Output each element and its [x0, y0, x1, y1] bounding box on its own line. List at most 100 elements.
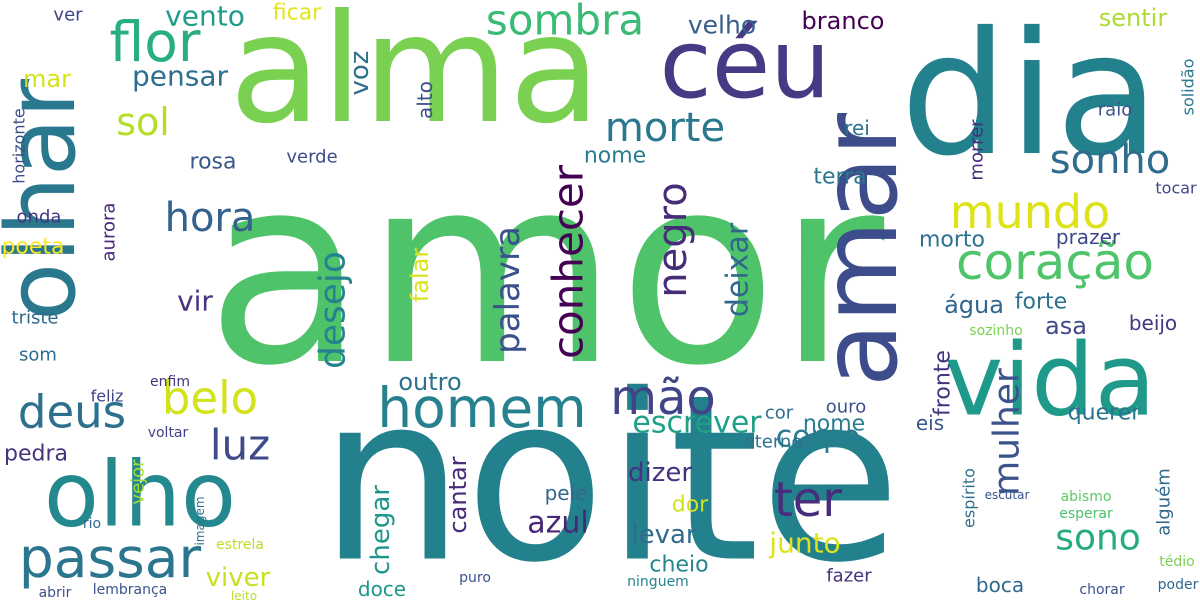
word-rei: rei — [844, 116, 870, 140]
word-verde: verde — [286, 147, 337, 168]
word-imagem: imagem — [193, 496, 207, 545]
word-nome: nome — [803, 412, 865, 437]
word-vida: vida — [944, 322, 1156, 439]
word-tocar: tocar — [1155, 179, 1197, 198]
word-belo: belo — [162, 372, 258, 425]
word-hora: hora — [165, 195, 256, 241]
word-triste: triste — [12, 308, 59, 329]
word-alguem: alguém — [1154, 468, 1175, 535]
word-amor: amor — [206, 121, 887, 423]
word-olhar: olhar — [0, 78, 97, 321]
word-sonho: sonho — [1050, 137, 1171, 183]
word-mao: mão — [610, 370, 716, 426]
word-pensar: pensar — [132, 60, 228, 93]
word-palavra: palavra — [488, 226, 528, 354]
word-ficar: ficar — [273, 1, 322, 26]
word-voz: voz — [345, 51, 375, 96]
word-levar: levar — [631, 520, 697, 550]
word-leito: leito — [231, 589, 257, 600]
word-sono: sono — [1055, 518, 1141, 559]
word-esperar: esperar — [1059, 506, 1113, 522]
word-eis: eis — [916, 411, 944, 435]
word-deus: deus — [18, 386, 126, 439]
word-mulher: mulher — [987, 368, 1028, 496]
word-fronte: fronte — [931, 350, 956, 416]
word-ter: ter — [774, 472, 842, 528]
word-puro: puro — [459, 570, 491, 586]
word-branco: branco — [802, 7, 885, 35]
word-junto: junto — [768, 527, 840, 560]
word-chegar: chegar — [366, 485, 396, 575]
word-querer: querer — [1068, 401, 1142, 426]
word-escrever: escrever — [632, 406, 762, 441]
word-rosa: rosa — [190, 150, 237, 175]
word-luz: luz — [210, 421, 270, 470]
word-morte: morte — [605, 105, 725, 151]
word-sozinho: sozinho — [969, 323, 1022, 339]
word-horizonte: horizonte — [10, 108, 29, 183]
word-ninguem: ninguem — [627, 574, 689, 590]
word-morrer: morrer — [967, 119, 988, 181]
word-poder: poder — [1158, 577, 1199, 593]
word-agua: água — [944, 291, 1004, 319]
word-feliz: feliz — [91, 387, 124, 406]
word-passar: passar — [19, 526, 202, 590]
word-fazer: fazer — [826, 566, 872, 587]
word-velho: velho — [688, 11, 756, 40]
word-chorar: chorar — [1079, 582, 1124, 598]
word-som: som — [19, 345, 57, 366]
word-dor: dor — [672, 493, 709, 518]
word-poeta: poeta — [1, 235, 64, 260]
word-azul: azul — [527, 506, 588, 541]
word-viver: viver — [206, 563, 271, 593]
word-estrela: estrela — [216, 537, 264, 553]
word-vento: vento — [165, 0, 245, 33]
word-coracao: coração — [956, 233, 1154, 291]
word-asa: asa — [1045, 312, 1087, 340]
word-aurora: aurora — [99, 203, 120, 262]
word-alma: alma — [229, 0, 601, 157]
word-ouro: ouro — [826, 397, 866, 418]
word-nome: nome — [584, 144, 646, 169]
word-vejor: vejor — [128, 459, 149, 505]
word-dizer: dizer — [628, 458, 692, 488]
word-voltar: voltar — [148, 425, 189, 441]
word-abrir: abrir — [39, 585, 72, 600]
word-dia: dia — [900, 0, 1159, 194]
word-flor: flor — [110, 10, 201, 74]
word-lembranca: lembrança — [93, 582, 168, 598]
word-negro: negro — [650, 182, 696, 297]
word-cor: cor — [765, 403, 794, 424]
word-raio: raio — [1098, 100, 1132, 121]
word-morto: morto — [919, 228, 985, 253]
word-eterno: eterno — [744, 432, 803, 453]
word-alto: alto — [413, 81, 437, 119]
word-sentir: sentir — [1099, 4, 1168, 32]
word-forte: forte — [1015, 290, 1067, 315]
word-espirito: espírito — [960, 468, 979, 528]
word-amar: amar — [799, 112, 921, 387]
word-doce: doce — [358, 577, 406, 600]
word-conhecer: conhecer — [544, 164, 593, 359]
word-desejo: desejo — [313, 251, 354, 369]
word-vir: vir — [177, 285, 213, 318]
word-corpo: corpo — [776, 420, 861, 455]
word-olho: olho — [44, 443, 236, 548]
word-outro: outro — [398, 368, 461, 396]
word-enfim: enfim — [150, 374, 190, 390]
word-deixar: deixar — [721, 222, 756, 317]
word-tedio: tédio — [1159, 554, 1194, 570]
word-sombra: sombra — [486, 0, 644, 45]
word-mar: mar — [23, 65, 71, 93]
word-noite: noite — [319, 347, 901, 600]
word-sol: sol — [116, 100, 170, 144]
word-rio: rio — [83, 516, 101, 532]
word-mundo: mundo — [950, 185, 1110, 239]
word-solidao: solidão — [1179, 59, 1198, 116]
word-beijo: beijo — [1129, 311, 1177, 335]
word-escutar: escutar — [985, 488, 1030, 502]
word-ceu: céu — [660, 10, 831, 120]
word-prazer: prazer — [1056, 225, 1121, 249]
